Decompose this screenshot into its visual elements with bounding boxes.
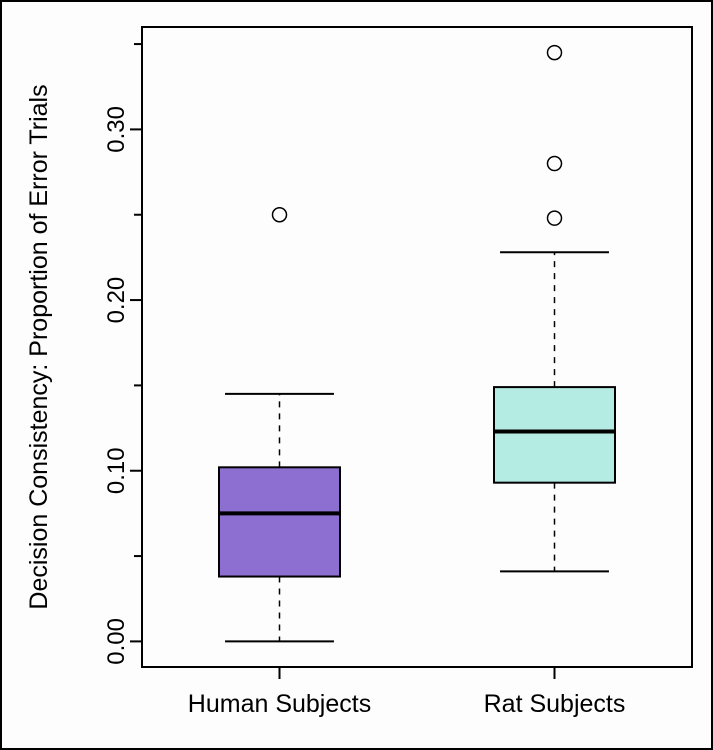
ytick-label: 0.30	[103, 106, 130, 153]
box-1	[494, 387, 615, 483]
y-axis-label: Decision Consistency: Proportion of Erro…	[25, 84, 53, 609]
outlier-point	[548, 157, 562, 171]
boxplot-svg: 0.00 0.10 0.20 0.30 Decision Consistency: Pr…	[2, 2, 711, 748]
outlier-point	[548, 211, 562, 225]
chart-container: 0.00 0.10 0.20 0.30 Decision Consistency: Pr…	[0, 0, 713, 750]
x-category-label: Human Subjects	[188, 690, 371, 718]
ytick-label: 0.20	[103, 277, 130, 324]
x-category-label: Rat Subjects	[484, 690, 626, 718]
outlier-point	[548, 46, 562, 60]
box-0	[219, 467, 340, 576]
outlier-point	[273, 208, 287, 222]
ytick-label: 0.00	[103, 618, 130, 665]
ytick-label: 0.10	[103, 447, 130, 494]
